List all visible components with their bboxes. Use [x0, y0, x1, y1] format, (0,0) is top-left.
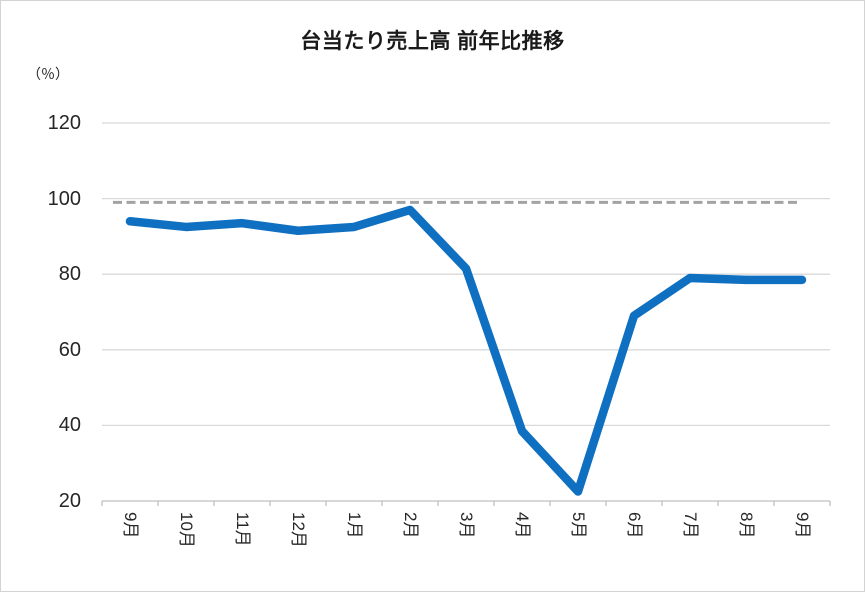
- x-axis-month-label: 6月: [624, 512, 644, 539]
- y-axis-tick-label: 80: [58, 263, 81, 286]
- x-axis-month-label: 4月: [512, 512, 532, 539]
- chart-title: 台当たり売上高 前年比推移: [300, 30, 565, 53]
- y-axis-tick-label: 20: [58, 490, 81, 512]
- y-axis-tick-label: 60: [58, 338, 81, 361]
- x-axis-month-label: 10月: [176, 512, 196, 548]
- x-axis-month-label: 3月: [456, 512, 476, 539]
- y-axis-tick-label: 100: [47, 187, 81, 210]
- y-axis-unit-label: （％）: [27, 66, 69, 82]
- x-axis-month-label: 11月: [232, 512, 252, 547]
- y-axis-tick-label: 40: [58, 414, 81, 437]
- x-axis-month-label: 5月: [568, 512, 588, 539]
- y-axis-tick-label: 120: [47, 112, 81, 134]
- x-axis-month-label: 1月: [344, 512, 364, 539]
- x-axis-month-label: 8月: [736, 512, 756, 539]
- x-axis-month-label: 2月: [400, 512, 420, 539]
- x-axis-month-label: 7月: [680, 512, 700, 539]
- x-axis-month-label: 9月: [120, 512, 140, 539]
- sales-ratio-line: [125, 205, 807, 496]
- x-axis-month-label: 9月: [792, 512, 812, 539]
- x-axis-month-label: 12月: [288, 512, 308, 548]
